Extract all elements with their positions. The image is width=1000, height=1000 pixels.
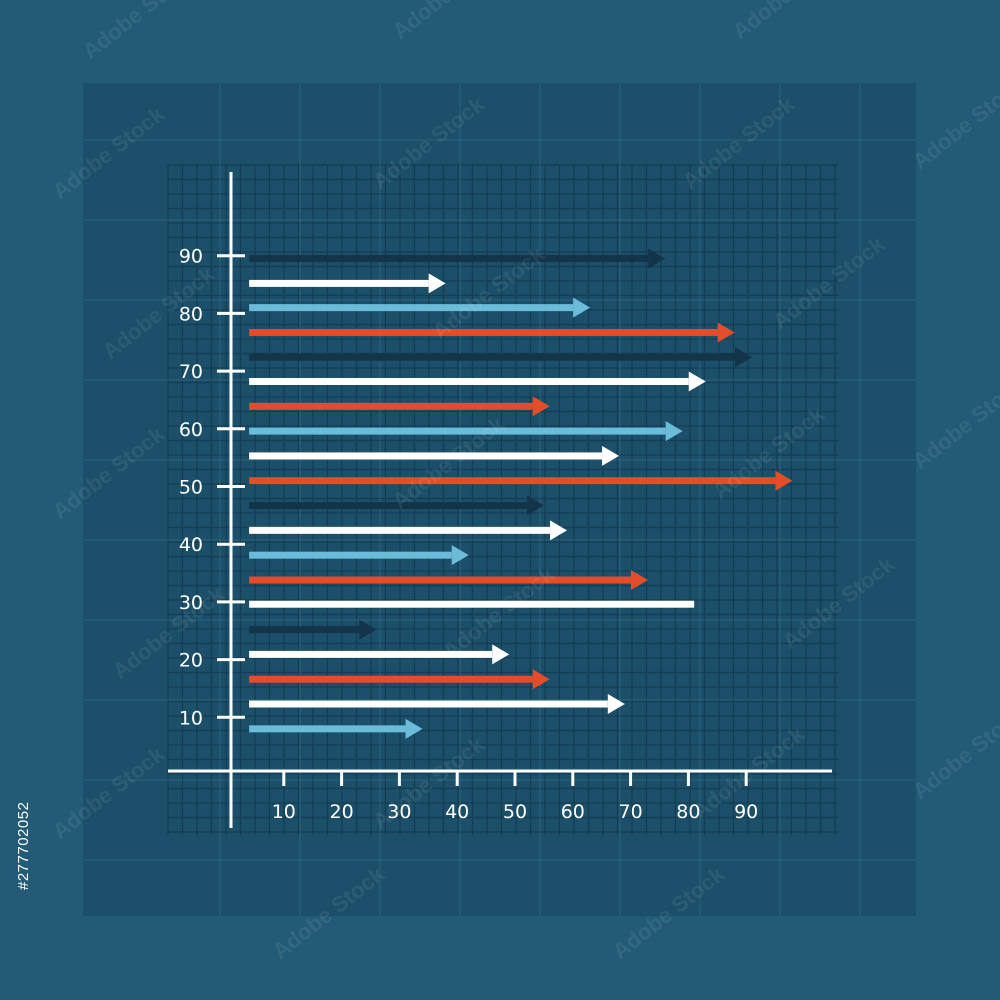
bar-4: [249, 328, 718, 336]
fine-grid: [167, 164, 838, 835]
bar-11: [249, 502, 527, 510]
bar-10: [249, 477, 776, 485]
bar-7: [249, 402, 533, 410]
bar-13-arrowhead: [451, 545, 469, 566]
bar-8-arrowhead: [665, 421, 683, 442]
bar-20: [249, 725, 406, 733]
x-tick-label: 40: [445, 801, 469, 823]
bar-19-arrowhead: [607, 694, 625, 715]
bar-17-arrowhead: [492, 644, 510, 665]
bar-6-arrowhead: [688, 371, 706, 392]
axis-ticks: 10 20 30 40 50 60 70 80 90 10 20 30 40 50 60 70 80 90: [179, 246, 758, 823]
bar-17: [249, 650, 493, 658]
y-tick-label: 80: [179, 303, 203, 325]
y-tick-label: 30: [179, 592, 203, 614]
bar-19: [249, 700, 608, 708]
coarse-grid: [83, 83, 916, 916]
x-tick-label: 30: [387, 801, 411, 823]
y-tick-label: 40: [179, 534, 203, 556]
bar-18: [249, 675, 533, 683]
bar-5: [249, 353, 735, 361]
x-tick-label: 10: [272, 801, 296, 823]
x-tick-label: 20: [330, 801, 354, 823]
bar-1: [249, 255, 649, 263]
y-tick-label: 50: [179, 477, 203, 499]
bar-4-arrowhead: [717, 322, 735, 343]
bar-13: [249, 551, 452, 559]
y-tick-label: 60: [179, 419, 203, 441]
bar-3: [249, 304, 574, 312]
bar-10-arrowhead: [775, 470, 793, 491]
bar-16: [249, 626, 360, 634]
x-tick-label: 70: [619, 801, 643, 823]
y-tick-label: 10: [179, 707, 203, 729]
bar-12: [249, 526, 551, 534]
bar-15: [249, 600, 695, 608]
x-tick-label: 90: [734, 801, 758, 823]
bar-8: [249, 427, 666, 435]
bar-16-arrowhead: [359, 619, 377, 640]
bar-12-arrowhead: [550, 520, 568, 541]
x-tick-label: 50: [503, 801, 527, 823]
x-tick-label: 80: [676, 801, 700, 823]
bar-6: [249, 377, 689, 385]
x-tick-label: 60: [561, 801, 585, 823]
bar-1-arrowhead: [648, 248, 666, 269]
bar-3-arrowhead: [573, 297, 591, 318]
bar-7-arrowhead: [532, 396, 550, 417]
y-tick-label: 70: [179, 361, 203, 383]
bar-5-arrowhead: [734, 347, 752, 368]
bar-2-arrowhead: [428, 273, 446, 294]
bar-20-arrowhead: [405, 718, 423, 739]
bar-14: [249, 576, 631, 584]
bar-2: [249, 279, 429, 287]
y-tick-label: 90: [179, 246, 203, 268]
y-tick-label: 20: [179, 650, 203, 672]
bar-series: [249, 248, 793, 739]
bar-18-arrowhead: [532, 669, 550, 690]
bar-9: [249, 452, 603, 460]
bar-9-arrowhead: [602, 445, 620, 466]
bar-11-arrowhead: [526, 495, 544, 516]
stock-id-label: #277702052: [15, 801, 32, 890]
bar-14-arrowhead: [630, 569, 648, 590]
